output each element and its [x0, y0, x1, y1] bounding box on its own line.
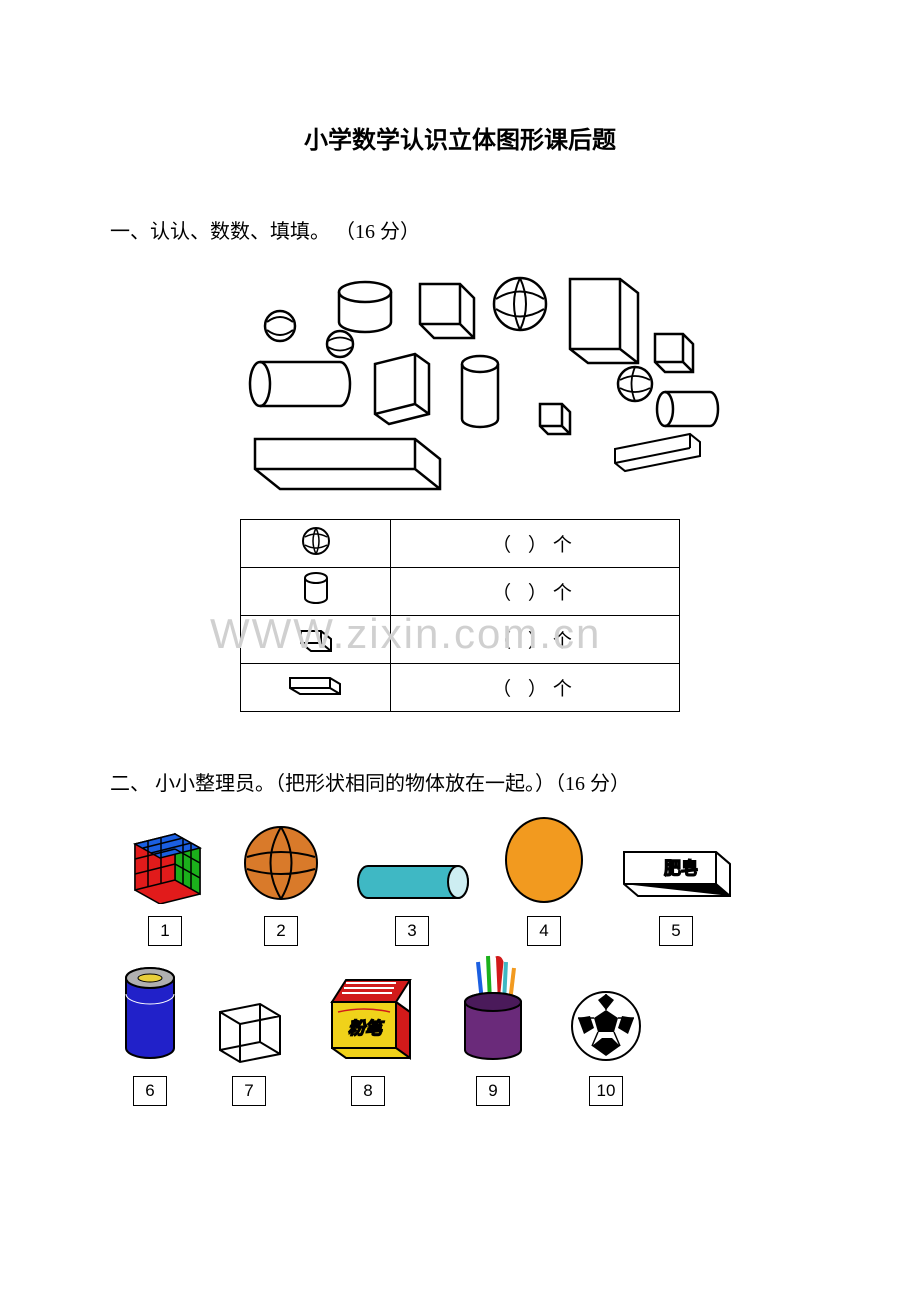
number-box: 5 [659, 916, 693, 946]
page-title: 小学数学认识立体图形课后题 [110, 120, 810, 155]
blank-cell: （ ）个 [391, 568, 680, 616]
tube: 3 [352, 816, 472, 946]
rubiks-cube: 1 [120, 816, 210, 946]
number-box: 8 [351, 1076, 385, 1106]
blank-cell: （ ）个 [391, 664, 680, 712]
cube-outline: 7 [210, 976, 288, 1106]
soccer-ball: 10 [568, 976, 644, 1106]
shapes-illustration [200, 264, 720, 494]
cylinder-icon-cell [241, 568, 391, 616]
soap-box: 肥皂 5 [616, 816, 736, 946]
table-row: （ ）个 [241, 568, 680, 616]
number-box: 4 [527, 916, 561, 946]
svg-text:粉笔: 粉笔 [348, 1019, 385, 1038]
number-box: 10 [589, 1076, 623, 1106]
section1-heading: 一、认认、数数、填填。 （16 分） [110, 215, 810, 244]
table-row: （ ）个 [241, 520, 680, 568]
table-row: （ ）个 [241, 616, 680, 664]
svg-text:肥皂: 肥皂 [664, 859, 698, 878]
basketball: 2 [240, 816, 322, 946]
cuboid-icon-cell [241, 664, 391, 712]
orange-ball: 4 [502, 816, 586, 946]
chalk-box: 粉笔 8 [318, 976, 418, 1106]
can: 6 [120, 976, 180, 1106]
table-row: （ ）个 [241, 664, 680, 712]
count-table: （ ）个 （ ）个 （ ）个 （ ）个 [240, 519, 680, 712]
objects-row-1: 1 2 3 4 肥皂 5 [120, 816, 810, 946]
pen-holder: 9 [448, 976, 538, 1106]
blank-cell: （ ）个 [391, 520, 680, 568]
cube-icon-cell [241, 616, 391, 664]
number-box: 6 [133, 1076, 167, 1106]
blank-cell: （ ）个 [391, 616, 680, 664]
number-box: 9 [476, 1076, 510, 1106]
objects-row-2: 6 7 粉笔 8 [120, 976, 810, 1106]
number-box: 2 [264, 916, 298, 946]
number-box: 7 [232, 1076, 266, 1106]
sphere-icon-cell [241, 520, 391, 568]
number-box: 1 [148, 916, 182, 946]
section2-heading: 二、 小小整理员。（把形状相同的物体放在一起。）（16 分） [110, 767, 810, 796]
number-box: 3 [395, 916, 429, 946]
